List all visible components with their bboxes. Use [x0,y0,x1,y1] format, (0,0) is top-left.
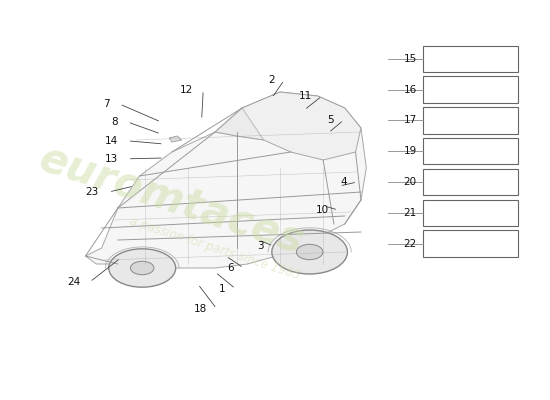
Polygon shape [215,108,264,140]
Ellipse shape [272,230,348,274]
Text: 19: 19 [403,146,416,156]
Bar [423,46,518,72]
Text: 1: 1 [219,284,226,294]
Bar [423,200,518,226]
Polygon shape [85,92,366,268]
Ellipse shape [296,244,323,260]
Text: 18: 18 [194,304,207,314]
Text: 15: 15 [403,54,416,64]
Text: 4: 4 [341,177,348,187]
Text: 5: 5 [327,115,334,125]
Bar [423,107,518,134]
Text: 13: 13 [104,154,118,164]
Ellipse shape [130,261,154,275]
Text: 2: 2 [268,75,274,85]
Text: 8: 8 [111,117,118,127]
Text: 23: 23 [86,187,99,197]
Bar [423,230,518,257]
Bar [423,76,518,103]
Text: 24: 24 [67,277,80,287]
Text: 14: 14 [104,136,118,146]
Text: 20: 20 [404,177,416,187]
Text: 17: 17 [403,116,416,126]
Text: 22: 22 [403,238,416,248]
Text: 11: 11 [299,91,312,101]
Text: 21: 21 [403,208,416,218]
Text: 10: 10 [315,205,328,215]
Bar [423,169,518,195]
Text: a passion for parts since 1985: a passion for parts since 1985 [128,214,302,282]
Text: 7: 7 [103,99,110,109]
Polygon shape [215,92,361,160]
Text: euromtaces: euromtaces [34,137,310,263]
Text: 16: 16 [403,84,416,94]
Bar [423,138,518,164]
Ellipse shape [109,249,175,287]
Text: 6: 6 [227,263,234,273]
Polygon shape [169,136,182,142]
Text: 3: 3 [257,241,264,251]
Text: 12: 12 [180,85,194,95]
